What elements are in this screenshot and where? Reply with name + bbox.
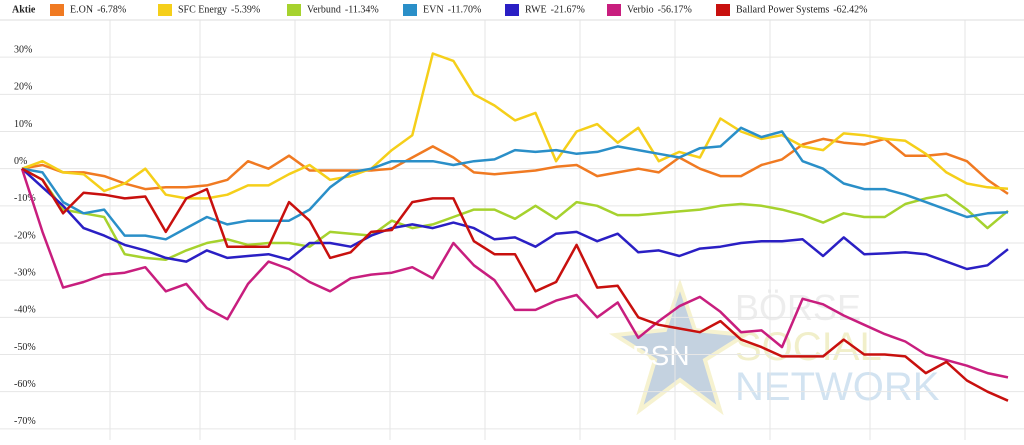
y-tick-label: -60% [14,379,36,390]
legend-label: Ballard Power Systems [736,4,829,15]
legend-title: Aktie [12,4,36,15]
legend-swatch [50,4,64,16]
legend-swatch [158,4,172,16]
legend-swatch [607,4,621,16]
legend-change: -11.34% [345,4,379,15]
series-line [21,126,1009,241]
watermark-star [608,278,752,416]
legend-label: E.ON [70,4,93,15]
legend-label: EVN [423,4,444,15]
watermark-logo: BSN [632,340,690,371]
legend-change: -6.78% [97,4,126,15]
series-line [21,52,1009,200]
watermark: BSN BÖRSE SOCIAL NETWORK [608,278,940,416]
y-tick-label: -40% [14,305,36,316]
legend-change: -21.67% [551,4,585,15]
y-tick-label: -30% [14,267,36,278]
legend-swatch [505,4,519,16]
legend-label: SFC Energy [178,4,227,15]
legend-swatch [403,4,417,16]
series-line [21,137,1009,195]
legend-swatch [716,4,730,16]
y-tick-label: 10% [14,119,32,130]
legend-change: -5.39% [231,4,260,15]
legend-label: Verbund [307,4,341,15]
legend-swatch [287,4,301,16]
legend-label: RWE [525,4,547,15]
y-tick-label: -10% [14,193,36,204]
y-tick-label: 0% [14,156,27,167]
legend-change: -11.70% [448,4,482,15]
legend-change: -56.17% [658,4,692,15]
y-tick-label: -50% [14,342,36,353]
series-line [21,167,1009,271]
series-line [21,167,1009,261]
legend-label: Verbio [627,4,654,15]
y-tick-label: 20% [14,82,32,93]
watermark-text: NETWORK [735,365,940,409]
series-line [20,168,1009,379]
legend-change: -62.42% [833,4,867,15]
series-line [21,167,1009,402]
y-tick-label: -70% [14,416,36,427]
y-tick-label: -20% [14,230,36,241]
y-tick-label: 30% [14,44,32,55]
